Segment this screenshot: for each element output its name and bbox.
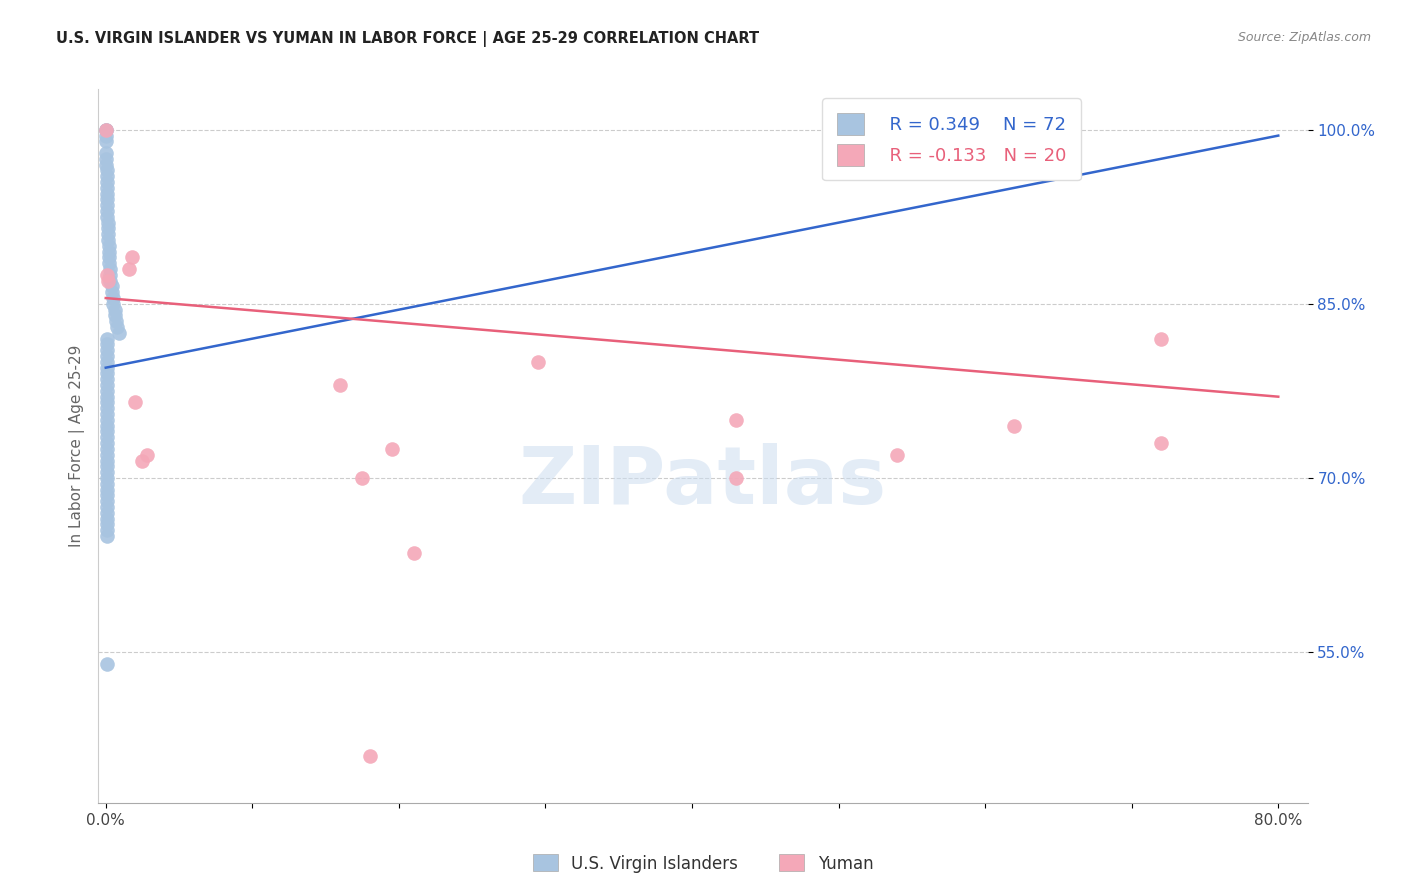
Point [96,401,118,416]
Point [96,517,118,532]
Point [135,448,157,462]
Point [96,123,118,137]
Legend: U.S. Virgin Islanders, Yuman: U.S. Virgin Islanders, Yuman [526,847,880,880]
Point [96,494,118,508]
Point [96,657,118,671]
Point [131,453,153,467]
Point [96,430,118,444]
Point [118,262,141,277]
Point [96,407,118,421]
Point [96,425,118,439]
Point [96,511,118,525]
Point [108,326,131,340]
Point [96,337,118,351]
Point [100,285,122,300]
Point [96,152,118,166]
Point [121,251,143,265]
Point [98,262,121,277]
Point [97,233,120,247]
Point [97,251,120,265]
Point [96,418,118,433]
Point [96,483,118,497]
Point [96,476,118,491]
Point [96,384,118,398]
Point [98,274,121,288]
Point [96,360,118,375]
Point [124,395,146,409]
Point [96,448,118,462]
Point [402,546,425,560]
Point [101,291,124,305]
Point [97,274,120,288]
Text: U.S. VIRGIN ISLANDER VS YUMAN IN LABOR FORCE | AGE 25-29 CORRELATION CHART: U.S. VIRGIN ISLANDER VS YUMAN IN LABOR F… [56,31,759,47]
Point [96,135,118,149]
Text: Source: ZipAtlas.com: Source: ZipAtlas.com [1237,31,1371,45]
Point [96,123,118,137]
Point [96,349,118,363]
Point [1150,332,1173,346]
Point [96,355,118,369]
Point [527,355,550,369]
Point [1150,436,1173,450]
Point [96,442,118,456]
Point [97,244,120,259]
Point [101,297,124,311]
Point [107,320,129,334]
Point [96,453,118,467]
Point [96,146,118,161]
Point [96,210,118,224]
Point [96,181,118,195]
Point [96,198,118,212]
Y-axis label: In Labor Force | Age 25-29: In Labor Force | Age 25-29 [69,345,84,547]
Point [96,163,118,178]
Point [96,128,118,143]
Point [96,123,118,137]
Point [96,186,118,201]
Point [96,343,118,358]
Point [724,413,747,427]
Point [1004,418,1026,433]
Point [96,471,118,485]
Point [98,256,121,270]
Point [96,529,118,543]
Point [96,506,118,520]
Point [96,390,118,404]
Point [886,448,908,462]
Point [96,465,118,479]
Point [96,395,118,409]
Point [103,309,125,323]
Point [96,459,118,474]
Point [96,332,118,346]
Point [380,442,402,456]
Point [724,471,747,485]
Point [97,227,120,242]
Point [96,268,118,282]
Point [100,279,122,293]
Point [96,204,118,219]
Text: ZIPatlas: ZIPatlas [519,442,887,521]
Point [96,378,118,392]
Point [329,378,352,392]
Point [96,169,118,184]
Point [96,158,118,172]
Point [96,436,118,450]
Point [96,175,118,189]
Point [96,523,118,537]
Point [359,749,381,764]
Point [105,314,128,328]
Point [96,193,118,207]
Point [96,500,118,514]
Point [96,372,118,386]
Point [97,239,120,253]
Point [103,302,125,317]
Point [96,216,118,230]
Point [96,488,118,502]
Legend:   R = 0.349    N = 72,   R = -0.133   N = 20: R = 0.349 N = 72, R = -0.133 N = 20 [823,98,1081,180]
Point [98,268,121,282]
Point [96,367,118,381]
Point [352,471,374,485]
Point [96,221,118,235]
Point [96,413,118,427]
